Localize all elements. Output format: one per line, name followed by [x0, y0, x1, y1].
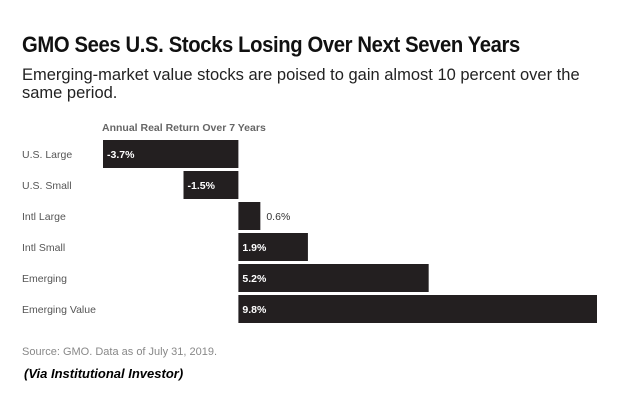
chart-subtitle: Emerging-market value stocks are poised …	[22, 66, 580, 102]
bar-emerging-value	[238, 295, 598, 323]
category-label-u-s-small: U.S. Small	[22, 180, 72, 192]
category-label-emerging: Emerging	[22, 273, 67, 285]
axis-title: Annual Real Return Over 7 Years	[102, 122, 266, 134]
source-note: Source: GMO. Data as of July 31, 2019.	[22, 346, 218, 358]
category-label-intl-small: Intl Small	[22, 242, 65, 254]
value-label-u-s-large: -3.7%	[107, 149, 135, 161]
category-label-u-s-large: U.S. Large	[22, 149, 72, 161]
value-label-intl-large: 0.6%	[266, 211, 290, 223]
category-label-emerging-value: Emerging Value	[22, 304, 96, 316]
credit-note: (Via Institutional Investor)	[24, 366, 184, 381]
bar-intl-small	[238, 233, 308, 261]
value-label-intl-small: 1.9%	[242, 242, 267, 254]
bar-intl-large	[238, 202, 261, 230]
bar-u-s-small	[183, 171, 239, 199]
bar-u-s-large	[103, 140, 239, 168]
category-label-intl-large: Intl Large	[22, 211, 66, 223]
value-label-u-s-small: -1.5%	[188, 180, 216, 192]
value-label-emerging-value: 9.8%	[242, 304, 267, 316]
value-label-emerging: 5.2%	[242, 273, 267, 285]
bar-emerging	[238, 264, 429, 292]
chart-title: GMO Sees U.S. Stocks Losing Over Next Se…	[22, 32, 520, 57]
